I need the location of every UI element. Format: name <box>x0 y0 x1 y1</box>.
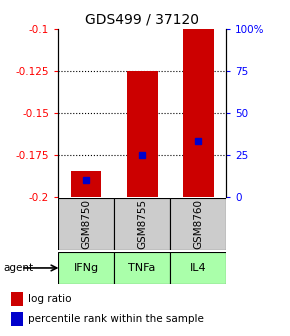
Bar <box>170 252 226 284</box>
Bar <box>11 292 23 306</box>
Text: IFNg: IFNg <box>73 263 99 273</box>
Text: log ratio: log ratio <box>28 294 72 304</box>
Bar <box>114 252 170 284</box>
Bar <box>114 198 170 250</box>
Bar <box>183 29 214 197</box>
Text: TNFa: TNFa <box>128 263 156 273</box>
Bar <box>58 252 114 284</box>
Bar <box>11 312 23 326</box>
Text: IL4: IL4 <box>190 263 206 273</box>
Bar <box>170 198 226 250</box>
Bar <box>58 198 114 250</box>
Text: GSM8760: GSM8760 <box>193 199 203 249</box>
Text: agent: agent <box>3 263 33 273</box>
Text: GSM8750: GSM8750 <box>81 199 91 249</box>
Text: GSM8755: GSM8755 <box>137 199 147 249</box>
Bar <box>70 171 102 197</box>
Text: percentile rank within the sample: percentile rank within the sample <box>28 314 204 324</box>
Bar <box>127 71 157 197</box>
Title: GDS499 / 37120: GDS499 / 37120 <box>85 12 199 26</box>
